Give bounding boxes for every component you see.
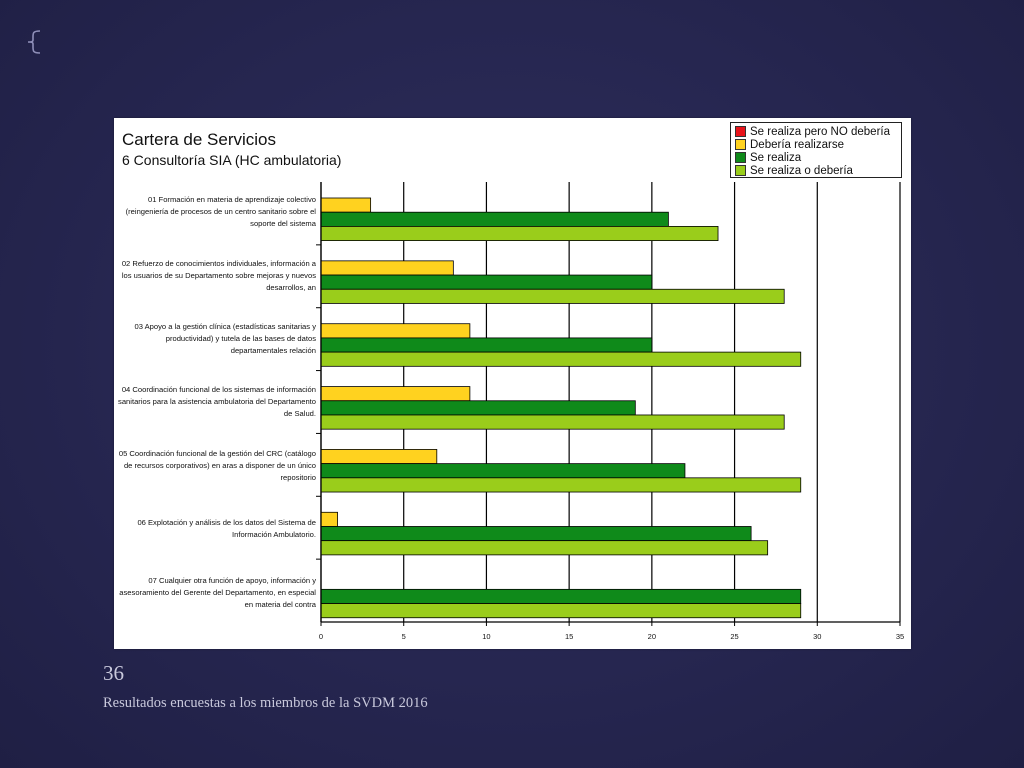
legend-label: Se realiza pero NO debería [750, 125, 890, 138]
slide-bracket-mark [27, 30, 41, 54]
bar [320, 351, 802, 367]
slide-footer: Resultados encuestas a los miembros de l… [103, 695, 428, 711]
legend-swatch [735, 126, 746, 137]
bar [320, 288, 785, 304]
x-tick-label: 30 [813, 632, 821, 641]
bar [320, 260, 454, 276]
category-label-02: 02 Refuerzo de conocimientos individuale… [121, 259, 316, 292]
category-label-03: 03 Apoyo a la gestión clínica (estadísti… [134, 322, 316, 355]
x-tick-label: 35 [896, 632, 904, 641]
bar [320, 226, 719, 242]
chart-subtitle: 6 Consultoría SIA (HC ambulatoria) [122, 152, 342, 168]
x-tick-label: 5 [402, 632, 406, 641]
legend-swatch [735, 139, 746, 150]
legend-swatch [735, 152, 746, 163]
category-label-07: 07 Cualquier otra función de apoyo, info… [119, 576, 316, 609]
slide-number: 36 [103, 661, 124, 685]
chart-title: Cartera de Servicios [122, 130, 277, 149]
x-tick-label: 25 [730, 632, 738, 641]
chart-legend: Se realiza pero NO debería Debería reali… [730, 122, 902, 178]
x-tick-label: 15 [565, 632, 573, 641]
bar [320, 603, 802, 619]
legend-item-no-deberia: Se realiza pero NO debería [735, 125, 897, 138]
legend-label: Se realiza [750, 151, 802, 164]
x-tick-label: 10 [482, 632, 490, 641]
legend-item-deberia-realizarse: Debería realizarse [735, 138, 897, 151]
bar [320, 511, 338, 527]
legend-swatch [735, 165, 746, 176]
bar [320, 386, 471, 402]
bar [320, 197, 372, 213]
bar [320, 540, 769, 556]
legend-label: Se realiza o debería [750, 164, 853, 177]
bar [320, 463, 686, 479]
category-label-06: 06 Explotación y análisis de los datos d… [137, 518, 316, 539]
category-label-01: 01 Formación en materia de aprendizaje c… [125, 195, 316, 228]
legend-item-se-realiza: Se realiza [735, 151, 897, 164]
legend-item-se-realiza-o-deberia: Se realiza o debería [735, 164, 897, 177]
bar-chart: 0 5 10 15 20 25 30 35 [316, 182, 904, 641]
bar [320, 337, 653, 353]
bar [320, 323, 471, 339]
bar [320, 588, 802, 604]
bar [320, 274, 653, 290]
bar [320, 414, 785, 430]
bar [320, 477, 802, 493]
chart-panel: 0 5 10 15 20 25 30 35 Cartera de Servicios 6 Co… [114, 118, 911, 649]
bar [320, 449, 438, 465]
bar [320, 400, 636, 416]
category-label-04: 04 Coordinación funcional de los sistema… [118, 385, 316, 418]
bar [320, 211, 669, 227]
x-tick-label: 0 [319, 632, 323, 641]
bar [320, 526, 752, 542]
x-tick-label: 20 [648, 632, 656, 641]
legend-label: Debería realizarse [750, 138, 844, 151]
category-label-05: 05 Coordinación funcional de la gestión … [118, 449, 316, 482]
